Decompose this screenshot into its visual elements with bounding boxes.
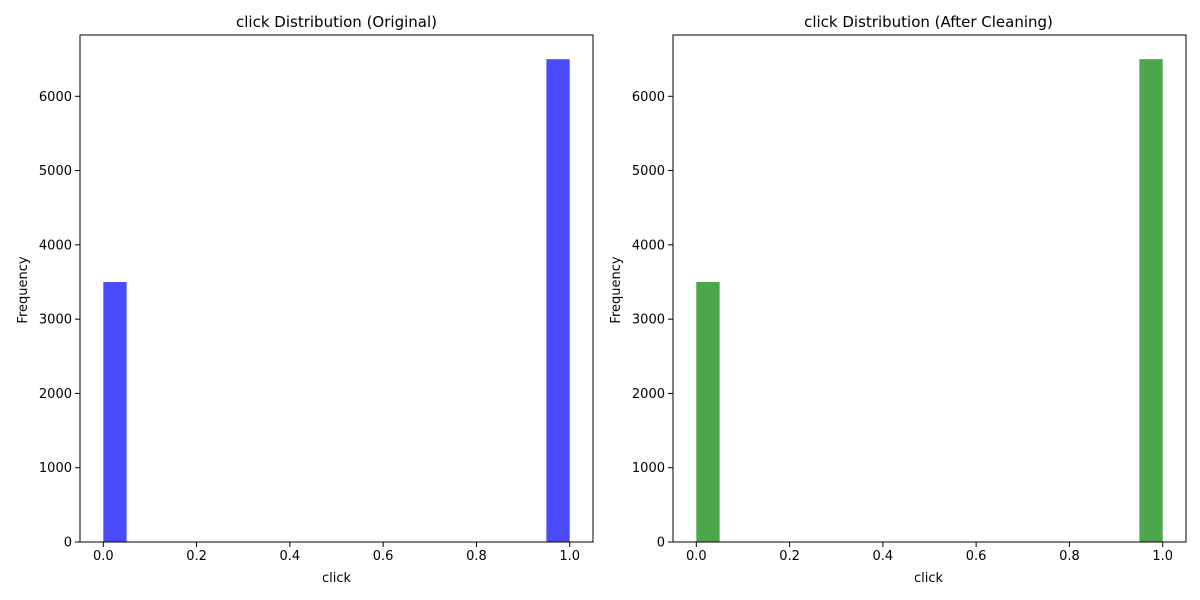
y-tick-label: 5000 — [632, 164, 665, 179]
y-tick-label: 1000 — [632, 461, 665, 476]
x-tick-label: 0.0 — [686, 549, 707, 564]
y-tick-label: 5000 — [39, 164, 72, 179]
x-tick-label: 1.0 — [559, 549, 580, 564]
y-tick-label: 2000 — [632, 387, 665, 402]
histogram-bar — [696, 282, 720, 542]
histogram-bar — [546, 59, 570, 543]
y-tick-label: 6000 — [632, 90, 665, 105]
histogram-bar — [103, 282, 127, 542]
y-tick-label: 1000 — [39, 461, 72, 476]
y-axis-label: Frequency — [609, 256, 624, 323]
x-tick-label: 0.8 — [466, 549, 487, 564]
axes-frame — [79, 34, 594, 543]
y-tick-label: 0 — [64, 536, 72, 551]
y-tick-label: 4000 — [39, 238, 72, 253]
x-tick-label: 0.2 — [779, 549, 800, 564]
x-axis-label: click — [914, 571, 944, 586]
chart-original: click Distribution (Original) click Freq… — [16, 13, 594, 586]
x-tick-label: 1.0 — [1152, 549, 1173, 564]
x-tick-label: 0.4 — [280, 549, 301, 564]
chart-title: click Distribution (After Cleaning) — [804, 13, 1053, 31]
y-axis-label: Frequency — [16, 256, 31, 323]
y-tick-label: 2000 — [39, 387, 72, 402]
y-tick-label: 3000 — [632, 313, 665, 328]
y-tick-label: 6000 — [39, 90, 72, 105]
y-tick-label: 0 — [657, 536, 665, 551]
chart-title: click Distribution (Original) — [236, 13, 437, 31]
x-tick-label: 0.0 — [93, 549, 114, 564]
y-tick-label: 3000 — [39, 313, 72, 328]
x-tick-label: 0.4 — [873, 549, 894, 564]
axes-frame — [672, 34, 1187, 543]
histogram-bar — [1139, 59, 1163, 543]
x-axis-label: click — [322, 571, 352, 586]
x-tick-label: 0.6 — [966, 549, 987, 564]
chart-after-cleaning: click Distribution (After Cleaning) clic… — [609, 13, 1187, 586]
y-tick-label: 4000 — [632, 238, 665, 253]
x-tick-label: 0.8 — [1059, 549, 1080, 564]
x-tick-label: 0.6 — [373, 549, 394, 564]
x-tick-label: 0.2 — [186, 549, 207, 564]
